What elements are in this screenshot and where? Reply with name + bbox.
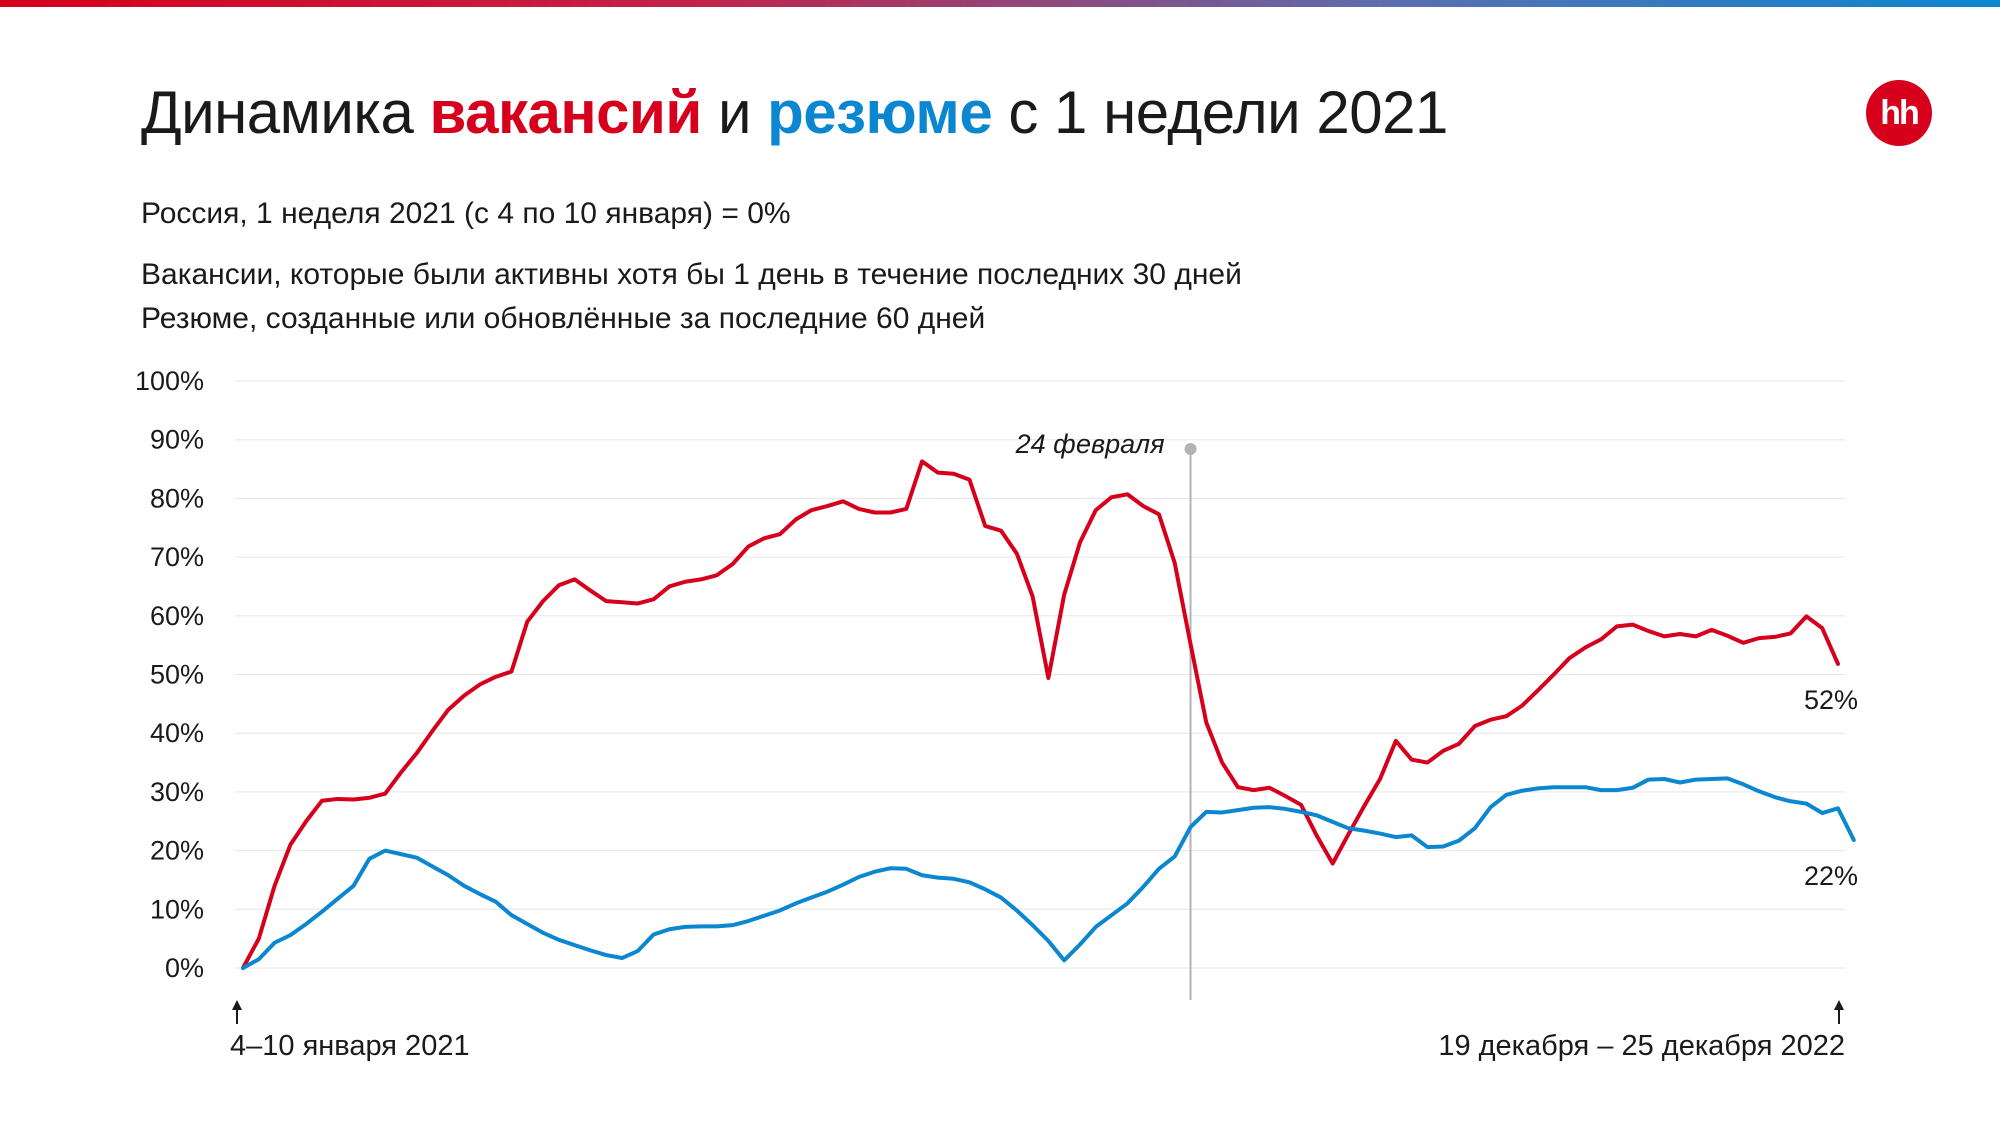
y-tick-label: 90% (150, 425, 204, 455)
annotation-label: 24 февраля (1015, 429, 1165, 459)
y-tick-label: 40% (150, 718, 204, 748)
y-tick-label: 10% (150, 894, 204, 924)
vacancies-end-label: 52% (1804, 685, 1858, 715)
title-resumes: резюме (767, 79, 993, 146)
end-arrow-head (1834, 1000, 1844, 1010)
resumes-line (241, 776, 1856, 970)
series-layer: 52% 22% (241, 459, 1858, 970)
page-title: Динамика вакансий и резюме с 1 недели 20… (141, 78, 1448, 148)
x-start-label: 4–10 января 2021 (230, 1030, 470, 1062)
top-gradient-strip (0, 0, 2000, 7)
y-tick-label: 100% (135, 366, 204, 396)
hh-logo: hh (1866, 80, 1932, 146)
y-tick-label: 80% (150, 483, 204, 513)
resumes-end-label: 22% (1804, 861, 1858, 891)
title-suffix: с 1 недели 2021 (992, 79, 1448, 146)
x-end-arrows (232, 1000, 1844, 1024)
title-vacancies: вакансий (429, 79, 703, 146)
y-tick-label: 20% (150, 836, 204, 866)
vacancies-note: Вакансии, которые были активны хотя бы 1… (141, 258, 1242, 291)
resumes-note: Резюме, созданные или обновлённые за пос… (141, 302, 986, 335)
vacancies-line (241, 459, 1840, 970)
baseline-note: Россия, 1 неделя 2021 (с 4 по 10 января)… (141, 197, 791, 230)
grid-layer (235, 380, 1845, 969)
annotation-dot (1184, 443, 1197, 455)
y-tick-label: 0% (165, 953, 204, 983)
y-tick-label: 70% (150, 542, 204, 572)
title-middle: и (701, 79, 768, 146)
y-tick-label: 60% (150, 601, 204, 631)
start-arrow-head (232, 1000, 242, 1010)
x-end-label: 19 декабря – 25 декабря 2022 (1438, 1030, 1845, 1062)
y-tick-label: 50% (150, 660, 204, 690)
annotation-layer: 24 февраля (1015, 429, 1197, 1000)
y-tick-label: 30% (150, 777, 204, 807)
title-prefix: Динамика (141, 79, 430, 146)
y-tick-labels: 0% 10% 20% 30% 40% 50% 60% 70% 80% 90% 100% (135, 366, 204, 983)
